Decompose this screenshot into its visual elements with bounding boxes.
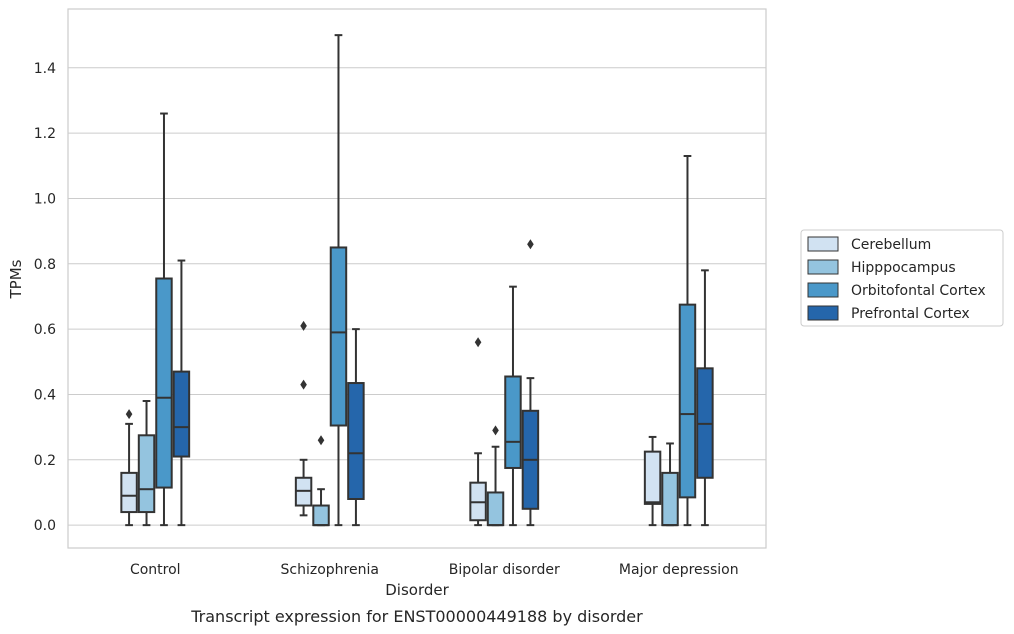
- box-groups: [120, 34, 714, 527]
- outlier-point: [527, 239, 534, 250]
- y-tick-label: 1.0: [34, 191, 56, 207]
- y-tick-label: 0.6: [34, 322, 56, 338]
- x-axis-label: Disorder: [385, 581, 449, 599]
- outlier-point: [474, 337, 482, 348]
- legend-swatch: [807, 305, 839, 321]
- box-body: [155, 277, 173, 489]
- box-body: [486, 491, 505, 527]
- legend-label: Hipppocampus: [851, 260, 956, 276]
- box-body: [312, 504, 330, 527]
- y-tick-label: 0.8: [34, 257, 56, 273]
- legend-swatch: [807, 282, 839, 298]
- box-body: [347, 382, 365, 500]
- box-group: [643, 155, 714, 527]
- legend-swatch: [807, 259, 839, 275]
- outlier-point: [300, 320, 307, 331]
- x-tick-label: Schizophrenia: [281, 562, 379, 578]
- legend-swatch: [807, 236, 839, 252]
- chart-caption: Transcript expression for ENST0000044918…: [190, 607, 643, 626]
- y-tick-label: 1.4: [34, 61, 56, 77]
- outlier-point: [300, 379, 307, 390]
- x-tick-label: Control: [130, 562, 181, 578]
- box-body: [504, 375, 522, 469]
- y-tick-label: 0.0: [34, 518, 56, 534]
- plot-frame: [67, 8, 767, 549]
- box-body: [172, 370, 191, 458]
- box-body: [329, 246, 348, 427]
- y-tick-labels: 0.0 0.2 0.4 0.6 0.8 1.0 1.2 1.4: [34, 61, 56, 534]
- box-body: [137, 434, 156, 514]
- box-group: [469, 239, 540, 527]
- legend-label: Cerebellum: [851, 237, 931, 253]
- outlier-point: [317, 435, 325, 446]
- box-body: [661, 471, 679, 527]
- y-tick-label: 0.4: [34, 387, 56, 403]
- x-tick-label: Bipolar disorder: [449, 562, 560, 578]
- y-axis-label: TPMs: [7, 259, 25, 299]
- y-tick-label: 1.2: [34, 126, 56, 142]
- y-tick-label: 0.2: [34, 453, 56, 469]
- outlier-point: [125, 409, 133, 420]
- box-body: [120, 471, 138, 514]
- box-group: [294, 34, 365, 527]
- legend-frame: [800, 229, 1004, 327]
- x-tick-labels: Control Schizophrenia Bipolar disorder Majo…: [130, 562, 739, 578]
- legend-label: Orbitofontal Cortex: [851, 283, 986, 299]
- legend-label: Prefrontal Cortex: [851, 306, 970, 322]
- outlier-point: [492, 425, 499, 436]
- legend: Cerebellum Hipppocampus Orbitofontal Corte…: [800, 229, 1004, 327]
- x-tick-label: Major depression: [619, 562, 739, 578]
- box-body: [678, 303, 697, 499]
- box-group: [120, 112, 191, 527]
- box-body: [643, 450, 662, 505]
